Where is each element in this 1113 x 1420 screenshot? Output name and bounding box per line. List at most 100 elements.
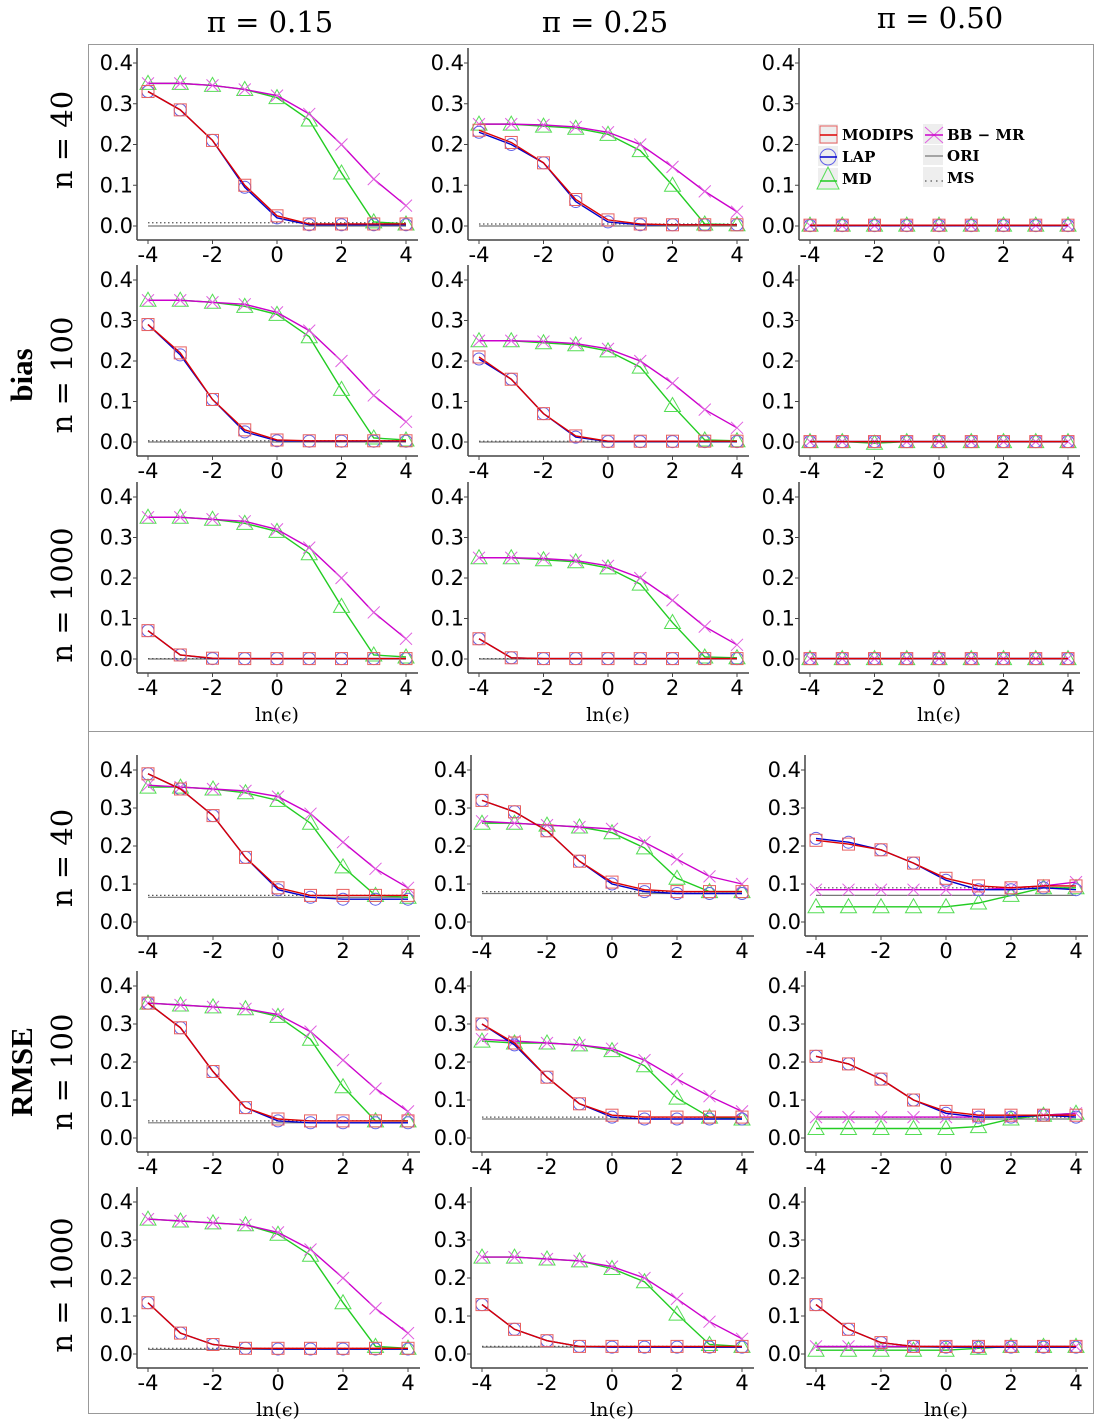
y-tick-label: 0.1	[768, 1304, 801, 1328]
y-tick-label: 0.3	[100, 526, 133, 550]
y-tick-label: 0.2	[100, 834, 133, 858]
y-tick-label: 0.2	[431, 349, 464, 373]
point-modips	[932, 218, 946, 232]
y-tick-label: 0.2	[431, 566, 464, 590]
x-tick-label: 2	[1004, 1371, 1017, 1395]
legend-label: MODIPS	[842, 126, 914, 144]
point-modips	[1037, 1108, 1050, 1122]
series-line-lap	[478, 358, 737, 443]
point-md	[204, 779, 222, 796]
x-tick-label: -4	[472, 939, 493, 963]
point-modips	[336, 1341, 350, 1355]
y-tick-label: 0.1	[100, 1304, 133, 1328]
y-tick-label: 0.0	[100, 214, 133, 238]
y-tick-label: 0.2	[434, 1050, 467, 1074]
point-modips	[472, 632, 486, 646]
x-tick-label: 4	[735, 939, 748, 963]
point-modips	[238, 423, 252, 437]
panel-rmse-n100-pi0.15: 0.0 0.1 0.2 0.3 0.4 -4 -2 0 2 4 n = 100	[45, 971, 420, 1179]
x-tick-label: 4	[730, 459, 743, 483]
y-tick-label: 0.4	[100, 1190, 133, 1214]
point-bb-mr	[670, 1072, 684, 1086]
point-bb-mr	[638, 1053, 651, 1067]
point-bb-mr	[730, 421, 744, 435]
point-md	[268, 88, 286, 105]
x-tick-label: -2	[871, 1371, 892, 1395]
point-bb-mr	[239, 784, 252, 798]
series-line-bb-mr	[147, 1218, 409, 1334]
point-bb-mr	[367, 172, 381, 186]
point-md	[397, 430, 415, 447]
legend-label: ORI	[947, 147, 980, 165]
y-tick-label: 0.2	[100, 1050, 133, 1074]
point-md	[334, 1293, 352, 1310]
series-line-md	[481, 1040, 743, 1120]
y-tick-label: 0.3	[100, 796, 133, 820]
series-line-bb-mr	[481, 820, 743, 885]
series-line-modips	[147, 324, 406, 442]
point-md	[300, 544, 319, 561]
point-md	[505, 814, 524, 830]
point-bb-mr	[508, 1250, 521, 1264]
point-modips	[206, 809, 220, 823]
point-modips	[842, 837, 855, 851]
x-tick-label: 0	[271, 1155, 284, 1179]
point-modips	[206, 133, 219, 147]
point-md	[839, 897, 858, 914]
x-tick-label: -2	[537, 939, 558, 963]
x-tick-label: 4	[1069, 939, 1082, 963]
point-modips	[302, 434, 316, 448]
point-modips	[633, 652, 647, 666]
x-axis-label: ln(ϵ)	[586, 704, 630, 726]
point-modips	[803, 652, 817, 666]
point-md	[663, 613, 682, 630]
y-tick-label: 0.1	[100, 607, 133, 631]
point-bb-mr	[698, 403, 712, 416]
x-tick-label: -2	[533, 459, 554, 483]
series-line-modips	[147, 90, 406, 225]
y-tick-label: 0.4	[100, 268, 133, 292]
point-bb-mr	[907, 1110, 920, 1124]
point-md	[470, 331, 488, 348]
point-bb-mr	[304, 1025, 317, 1038]
x-tick-label: 4	[1061, 459, 1074, 483]
y-tick-label: 0.3	[431, 526, 464, 550]
x-axis-label: ln(ϵ)	[590, 1399, 634, 1420]
panel-rmse-n40-pi0.25: 0.0 0.1 0.2 0.3 0.4 -4 -2 0 2 4	[434, 755, 754, 963]
series-line-modips	[478, 129, 737, 226]
x-tick-label: -2	[871, 939, 892, 963]
point-modips	[638, 1339, 651, 1353]
point-md	[728, 648, 746, 665]
point-md	[366, 1337, 385, 1353]
point-bb-mr	[601, 559, 615, 573]
point-modips	[270, 433, 284, 447]
point-modips	[401, 1114, 415, 1128]
point-bb-mr	[537, 118, 550, 132]
x-tick-label: -4	[138, 1155, 159, 1179]
point-md	[139, 508, 157, 524]
point-modips	[835, 652, 849, 666]
y-tick-label: 0.4	[768, 974, 801, 998]
point-modips	[302, 217, 316, 231]
point-md	[937, 1119, 955, 1135]
point-bb-mr	[633, 138, 647, 151]
point-bb-mr	[239, 1218, 252, 1232]
point-modips	[972, 879, 985, 893]
series-line-md	[148, 516, 407, 658]
point-bb-mr	[238, 297, 252, 311]
point-bb-mr	[508, 816, 521, 830]
point-modips	[803, 218, 817, 232]
panel-rmse-n40-pi0.15: 0.0 0.1 0.2 0.3 0.4 -4 -2 0 2 4 n = 40	[45, 755, 420, 963]
point-modips	[174, 1326, 187, 1340]
point-bb-mr	[730, 205, 744, 219]
point-modips	[1061, 652, 1075, 666]
point-modips	[803, 435, 817, 449]
point-bb-mr	[666, 376, 679, 390]
point-modips	[472, 123, 486, 137]
y-tick-label: 0.3	[768, 796, 801, 820]
x-tick-label: -2	[203, 1371, 224, 1395]
point-modips	[1061, 435, 1075, 449]
y-tick-label: 0.2	[100, 1266, 133, 1290]
x-tick-label: 0	[271, 939, 284, 963]
point-modips	[537, 652, 550, 666]
